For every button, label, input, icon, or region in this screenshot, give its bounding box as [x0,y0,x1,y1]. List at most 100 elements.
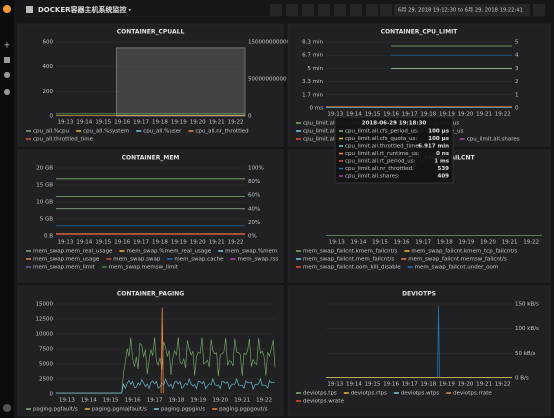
share-button[interactable] [270,4,282,16]
y-tick-label: 15 GB [36,183,53,189]
legend-item[interactable]: cpu_all.throttled_time [33,137,94,143]
x-tick-label: 19:13 [327,382,343,388]
y2-tick-label: 100 kB/s [515,326,539,332]
legend-item[interactable]: mem_swap.cache [174,257,224,263]
legend-item[interactable]: mem_swap.swap [113,257,161,263]
legend-item[interactable]: mem_swap.rss [237,257,278,263]
x-tick-label: 19:15 [365,112,381,118]
zoom-out-button[interactable] [350,4,362,16]
legend-item[interactable]: cpu_all.nr_throttled [195,129,248,135]
x-tick-label: 19:21 [476,112,492,118]
legend-item[interactable]: mem_swap_failcnt.kmem_failcnt/s [303,249,398,255]
legend-item[interactable]: mem_swap_failcnt.kmem_tcp_failcnt/s [411,249,517,255]
y-tick-label: 400 [43,64,54,70]
legend-item[interactable]: cpu_all.%system [83,129,129,135]
back-button[interactable] [366,4,378,16]
logo[interactable] [3,5,11,13]
y2-tick-label: 50000000000 [248,77,287,83]
x-tick-label: 19:18 [420,112,436,118]
y-tick-label: 6.7 min [302,53,323,59]
settings-button[interactable] [334,4,346,16]
x-tick-label: 19:17 [133,240,149,246]
snapshot-button[interactable] [318,4,330,16]
x-tick-label: 19:13 [327,112,343,118]
legend-item[interactable]: mem_swap.mem_usage [33,257,100,263]
x-tick-label: 19:21 [502,240,518,246]
star-button[interactable] [286,4,298,16]
refresh-button[interactable] [533,4,545,16]
x-tick-label: 19:17 [415,240,431,246]
forward-button[interactable] [380,4,392,16]
y-tick-label: 200 [43,89,54,95]
panel-title: CONTAINER_CPU_LIMIT [381,29,459,36]
toolbar [270,4,545,16]
legend-item[interactable]: mem_swap_failcnt.oom_kill_disable [303,265,401,271]
tooltip-series: cpu_limit.all.nr_throttled: [345,166,414,172]
x-tick-label: 19:21 [209,120,225,126]
time-picker[interactable] [394,4,530,16]
time-range[interactable]: 6月 29, 2018 19:12:30 to 6月 29, 2018 19:2… [398,7,523,14]
legend-item[interactable]: mem_swap.mem_real_usage [33,249,113,255]
legend-item[interactable]: mem_swap.%mem [225,249,277,255]
panel: DEVIOTPS 0 B/s 50 kB/s 100 kB/s 150 kB/s 19:1… [287,285,551,417]
x-tick-label: 19:17 [402,112,418,118]
legend-item[interactable]: cpu_all.%cpu [33,129,69,135]
y2-tick-label: 0 B/s [515,376,529,382]
tooltip-series: cpu_limit.all.rt_period_us: [345,159,416,165]
x-tick-label: 19:14 [81,398,97,404]
legend-item[interactable]: mem_swap_failcnt.under_oom [415,265,499,271]
legend-item[interactable]: mem_swap_failcnt.memsw_failcnt/s [408,257,507,263]
legend-item[interactable]: deviotps.wtps [401,391,439,397]
add-icon[interactable]: + [4,41,11,50]
legend-item[interactable]: paging.pgfault/s [33,407,78,413]
x-tick-label: 19:20 [190,240,206,246]
settings-icon[interactable] [4,89,10,95]
alert-icon[interactable] [4,72,10,78]
legend-item[interactable]: mem_swap_failcnt.mem_failcnt/s [303,257,394,263]
user-icon[interactable] [3,404,11,412]
legend-item[interactable]: paging.pgpgout/s [219,407,267,413]
tooltip-series: cpu_limit.all.shares: [345,174,400,180]
series-trace [56,377,275,394]
legend-item[interactable]: deviotps.rrate [453,391,492,397]
x-tick-label: 19:14 [76,120,92,126]
legend-item[interactable]: deviotps.rtps [351,391,387,397]
x-tick-label: 19:16 [383,112,399,118]
legend-item[interactable]: mem_swap.%mem_real_usage [126,249,211,255]
legend-item[interactable]: deviotps.wrate [303,399,345,405]
tooltip-series: cpu_limit.all.cfs_quota_us: [345,136,417,142]
y-tick-label: 12500 [36,317,54,323]
panel: CONTAINER_CPUALL 0 200 400 600 0 50000000000 15… [17,23,290,147]
y-tick-label: 3.3 min [302,79,323,85]
save-button[interactable] [302,4,314,16]
legend-item[interactable]: deviotps.tps [303,391,337,397]
x-tick-label: 19:19 [171,240,187,246]
x-tick-label: 19:20 [480,240,496,246]
x-tick-label: 19:19 [439,112,455,118]
x-tick-label: 19:18 [437,240,453,246]
x-tick-label: 19:16 [383,382,399,388]
x-tick-label: 19:21 [476,382,492,388]
dashboards-icon[interactable] [4,57,10,63]
y-tick-label: 2500 [39,377,53,383]
legend-item[interactable]: paging.pgpgin/s [161,407,205,413]
legend-item[interactable]: mem_swap.memsw_limit [109,265,179,271]
x-tick-label: 19:13 [58,120,74,126]
y2-tick-label: 0 [248,114,252,120]
tooltip-series: cpu_limit.all.throttled_time: [345,144,421,150]
panel-title: CONTAINER_CPUALL [117,29,185,36]
x-tick-label: 19:16 [114,240,130,246]
legend-item[interactable]: cpu_all.%user [143,129,182,135]
x-tick-label: 19:20 [190,120,206,126]
x-tick-label: 19:22 [228,120,244,126]
dashboard-title[interactable]: DOCKER容器主机系统监控 [38,5,127,14]
legend-item[interactable]: mem_swap.mem_limit [33,265,96,271]
x-tick-label: 19:19 [439,382,455,388]
legend-item[interactable]: cpu_limit.all.shares [467,137,520,143]
x-tick-label: 19:22 [523,240,539,246]
y2-tick-label: 20% [248,220,260,226]
y-tick-label: 0 B [44,234,53,240]
tooltip-series: cpu_limit.all.rt_runtime_us: [345,151,420,157]
legend-item[interactable]: paging.pgmajfault/s [92,407,147,413]
